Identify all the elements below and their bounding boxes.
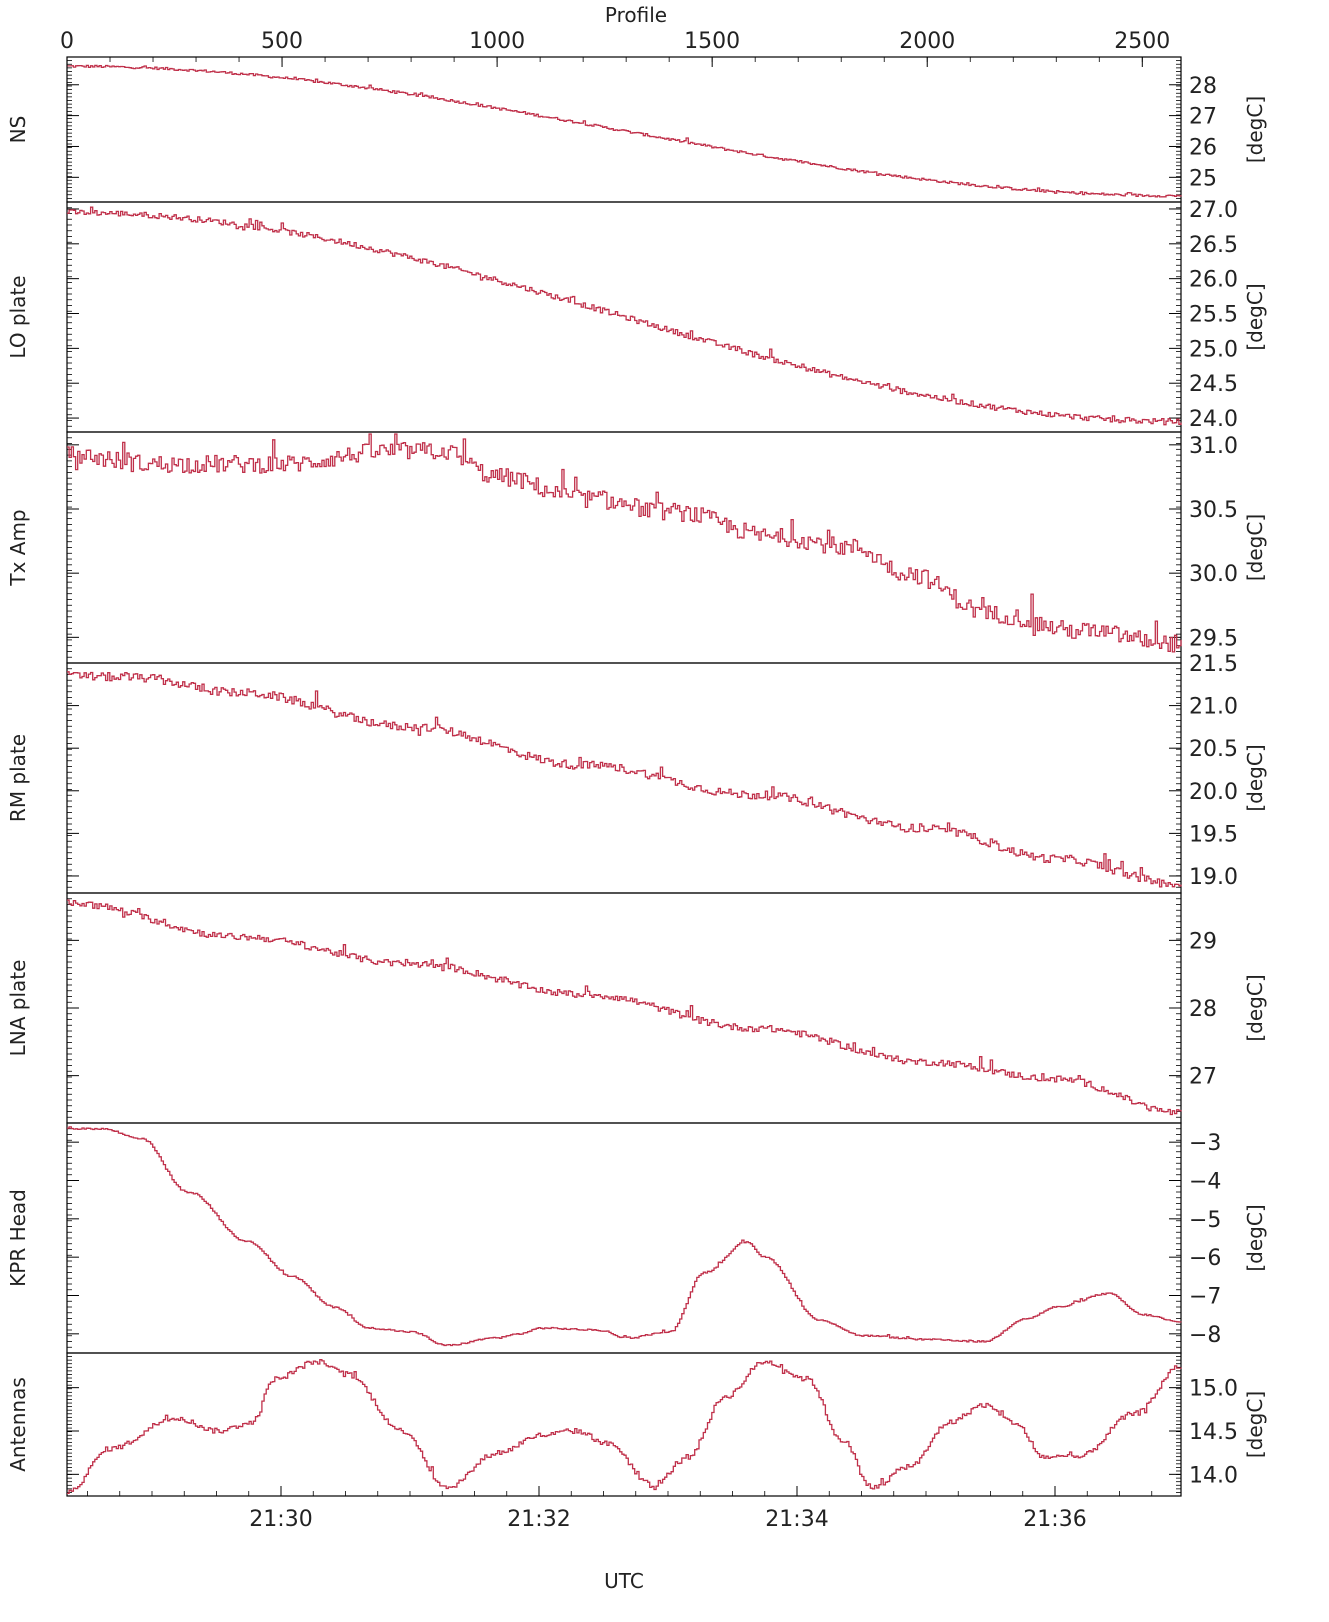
- panel-frame: [66, 1122, 1182, 1354]
- y-tick-label: 29: [1189, 929, 1217, 954]
- panel-unit: [degC]: [1243, 283, 1267, 350]
- y-tick-label: 29.5: [1189, 626, 1238, 651]
- panel-unit: [degC]: [1243, 1204, 1267, 1271]
- panel-ns: 25 26 27 28 NS [degC]: [6, 56, 1267, 203]
- series-line: [67, 1359, 1182, 1495]
- series-line: [67, 671, 1182, 888]
- y-tick-label: 28: [1189, 74, 1217, 99]
- panel-unit: [degC]: [1243, 744, 1267, 811]
- y-tick-label: 14.0: [1189, 1463, 1238, 1488]
- top-tick-label: 1500: [684, 29, 740, 54]
- panel-name: NS: [6, 116, 30, 144]
- y-tick-label: 20.0: [1189, 780, 1238, 805]
- series-line: [67, 206, 1182, 426]
- y-tick-label: 26: [1189, 135, 1217, 160]
- y-tick-label: 25.5: [1189, 303, 1238, 328]
- bottom-axis-label: UTC: [604, 1569, 644, 1593]
- bottom-tick-label: 21:30: [249, 1507, 312, 1532]
- y-tick-label: −3: [1189, 1131, 1221, 1156]
- panel-group: 25 26 27 28 NS [degC] 24.0 24.5 25.0 25.5 26.0 26.5…: [6, 29, 1267, 1532]
- panel-frame: [66, 662, 1182, 894]
- y-tick-label: 27: [1189, 105, 1217, 130]
- panel-name: RM plate: [6, 734, 30, 822]
- panel-name: KPR Head: [6, 1189, 30, 1287]
- top-tick-label: 1000: [469, 29, 525, 54]
- y-tick-label: 24.5: [1189, 372, 1238, 397]
- y-tick-label: 27: [1189, 1065, 1217, 1090]
- panel-frame: [66, 431, 1182, 664]
- y-tick-label: −5: [1189, 1208, 1221, 1233]
- panel-tx-amp: 29.5 30.0 30.5 31.0 Tx Amp [degC]: [6, 431, 1267, 664]
- y-tick-label: 26.5: [1189, 233, 1238, 258]
- panel-lna-plate: 27 28 29 LNA plate [degC]: [6, 892, 1267, 1124]
- panel-unit: [degC]: [1243, 96, 1267, 163]
- top-tick-label: 2500: [1114, 29, 1170, 54]
- panel-unit: [degC]: [1243, 974, 1267, 1041]
- y-tick-label: −4: [1189, 1170, 1221, 1195]
- panel-kpr-head: −8 −7 −6 −5 −4 −3 KPR Head [degC]: [6, 1122, 1267, 1354]
- y-tick-label: 21.0: [1189, 695, 1238, 720]
- series-line: [67, 1126, 1182, 1347]
- panel-antennas: 14.0 14.5 15.0 Antennas [degC]: [6, 1352, 1267, 1497]
- panel-unit: [degC]: [1243, 514, 1267, 581]
- y-tick-label: 24.0: [1189, 407, 1238, 432]
- top-tick-label: 500: [261, 29, 303, 54]
- panel-rm-plate: 19.0 19.5 20.0 20.5 21.0 21.5 RM plate [degC]: [6, 652, 1267, 894]
- y-tick-label: 26.0: [1189, 268, 1238, 293]
- y-tick-label: −8: [1189, 1323, 1221, 1348]
- bottom-tick-label: 21:34: [765, 1507, 828, 1532]
- y-tick-label: 14.5: [1189, 1420, 1238, 1445]
- bottom-tick-label: 21:32: [507, 1507, 570, 1532]
- y-tick-label: 28: [1189, 997, 1217, 1022]
- panel-frame: [66, 201, 1182, 433]
- y-tick-label: 30.5: [1189, 498, 1238, 523]
- y-tick-label: 19.0: [1189, 865, 1238, 890]
- y-tick-label: 25.0: [1189, 337, 1238, 362]
- series-line: [67, 899, 1182, 1116]
- top-tick-label: 2000: [899, 29, 955, 54]
- top-axis-label: Profile: [605, 3, 667, 27]
- y-tick-label: 15.0: [1189, 1377, 1238, 1402]
- y-tick-label: 20.5: [1189, 737, 1238, 762]
- bottom-tick-label: 21:36: [1023, 1507, 1086, 1532]
- top-tick-label: 0: [60, 29, 74, 54]
- y-tick-label: 31.0: [1189, 434, 1238, 459]
- panel-name: LO plate: [6, 275, 30, 358]
- y-tick-label: −7: [1189, 1285, 1221, 1310]
- panel-name: Tx Amp: [6, 509, 30, 586]
- panel-unit: [degC]: [1243, 1391, 1267, 1458]
- series-line: [67, 433, 1182, 653]
- y-tick-label: 19.5: [1189, 822, 1238, 847]
- series-line: [67, 64, 1182, 198]
- y-tick-label: 27.0: [1189, 198, 1238, 223]
- y-tick-label: 25: [1189, 166, 1217, 191]
- panel-name: LNA plate: [6, 960, 30, 1057]
- panel-name: Antennas: [6, 1377, 30, 1472]
- y-tick-label: 21.5: [1189, 652, 1238, 677]
- panel-lo-plate: 24.0 24.5 25.0 25.5 26.0 26.5 27.0 LO plate [deg…: [6, 198, 1267, 433]
- y-tick-label: −6: [1189, 1246, 1221, 1271]
- y-tick-label: 30.0: [1189, 562, 1238, 587]
- panel-frame: [66, 892, 1182, 1124]
